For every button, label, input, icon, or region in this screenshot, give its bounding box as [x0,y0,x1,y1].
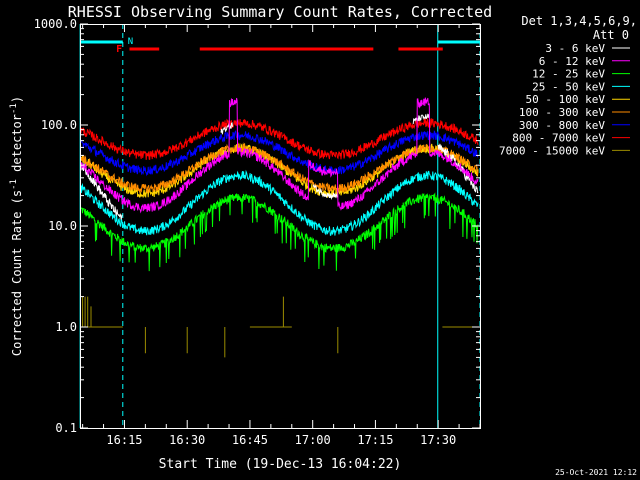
x-tick-label: 16:45 [232,433,268,447]
legend-label-3: 12 - 25 keV [532,68,605,81]
x-tick-label: 17:30 [420,433,456,447]
series-line-6 [80,141,479,194]
legend-label-7: 300 - 800 keV [519,119,605,132]
series-line-3 [80,192,479,272]
legend-label-8: 800 - 7000 keV [512,132,605,145]
x-tick-label: 17:00 [295,433,331,447]
y-tick-label: 0.1 [55,421,77,435]
x-tick-label: 16:15 [106,433,142,447]
y-tick-label: 100.0 [41,118,77,132]
legend-label-5: 50 - 100 keV [526,93,606,106]
legend-header-line2: Att 0 [593,28,629,42]
chart-title: RHESSI Observing Summary Count Rates, Co… [68,3,492,21]
series-line-9 [81,296,479,358]
series-line-8 [80,117,479,161]
series-line-4 [80,169,479,237]
legend-label-9: 7000 - 15000 keV [499,144,605,157]
series-line-1 [80,113,479,220]
x-tick-label: 16:30 [169,433,205,447]
legend-label-6: 100 - 300 keV [519,106,605,119]
series-line-2 [80,97,479,214]
x-tick-label: 17:15 [357,433,393,447]
flare-flag-label: F [116,44,122,55]
series-line-7 [80,130,479,177]
legend-header-line1: Det 1,3,4,5,6,9, [521,14,637,28]
x-axis-label: Start Time (19-Dec-13 16:04:22) [159,457,402,472]
y-tick-label: 1.0 [55,320,77,334]
legend-label-4: 25 - 50 keV [532,80,605,93]
legend-label-1: 3 - 6 keV [545,42,605,55]
legend-label-2: 6 - 12 keV [539,55,606,68]
y-axis-label: Corrected Count Rate (s-1 detector-1) [9,96,24,356]
timestamp: 25-Oct-2021 12:12 [555,468,637,477]
y-tick-label: 10.0 [48,219,77,233]
y-tick-label: 1000.0 [34,17,77,31]
night-flag-label: N [128,37,133,47]
